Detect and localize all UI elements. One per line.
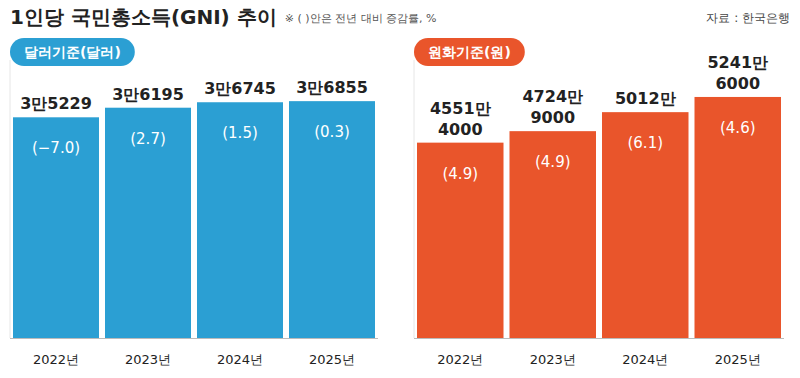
value-label: 3만6195 [112,85,184,104]
x-tick-label: 2022년 [437,352,483,367]
panel: 달러기준(달러) 3만5229 (−7.0) 2022년 3만6195 (2.7) 2023… [10,38,378,367]
x-tick-label: 2024년 [622,352,668,367]
change-label: (1.5) [222,124,258,142]
value-label: 5241만 6000 [707,53,768,93]
value-label: 3만6855 [296,78,368,97]
value-label-line: 3만5229 [20,94,92,113]
bar [695,97,782,338]
x-tick-label: 2025년 [715,352,761,367]
value-label-line: 3만6745 [204,79,276,98]
panel-title: 원화기준(원) [428,44,511,60]
change-label: (4.9) [535,153,571,171]
bars [417,97,781,338]
bar [197,102,283,338]
bars [13,101,375,338]
value-label-line: 4551만 [430,99,491,118]
x-tick-label: 2022년 [33,352,79,367]
value-label: 3만5229 [20,94,92,113]
x-tick-label: 2023년 [125,352,171,367]
value-label-line: 6000 [715,74,760,93]
change-label: (4.9) [442,165,478,183]
bar [602,112,689,338]
bar [510,131,597,338]
value-label: 4551만 4000 [430,99,491,139]
baseline [10,338,378,339]
axis-line [10,60,11,338]
value-label-line: 3만6855 [296,78,368,97]
change-label: (2.7) [130,130,166,148]
value-label: 4724만 9000 [522,87,583,127]
value-label-line: 4724만 [522,87,583,106]
panel-title-pill [10,38,135,66]
bar [289,101,375,338]
value-label-line: 4000 [438,120,483,139]
value-label-line: 9000 [530,108,575,127]
axis-line [414,60,415,338]
x-tick-label: 2025년 [309,352,355,367]
bar [105,108,191,338]
change-label: (4.6) [720,119,756,137]
change-label: (0.3) [314,123,350,141]
chart-root: 1인당 국민총소득(GNI) 추이 ※ ( )안은 전년 대비 증감률, % 자료 … [0,0,800,378]
bar [417,143,504,338]
value-label: 3만6745 [204,79,276,98]
bar [13,117,99,338]
panel-title: 달러기준(달러) [24,44,121,60]
baseline [414,338,784,339]
value-label-line: 3만6195 [112,85,184,104]
title: 1인당 국민총소득(GNI) 추이 [10,5,277,29]
panel: 원화기준(원) 4551만 4000 (4.9) 2022년 4724만 9000 (4.9)… [414,38,784,367]
value-label-line: 5012만 [615,89,676,108]
value-label: 5012만 [615,89,676,108]
change-label: (6.1) [627,134,663,152]
change-label: (−7.0) [32,139,80,157]
value-label-line: 5241만 [707,53,768,72]
x-tick-label: 2023년 [530,352,576,367]
note: ※ ( )안은 전년 대비 증감률, % [285,12,437,25]
x-tick-label: 2024년 [217,352,263,367]
panel-title-pill [414,38,525,66]
source: 자료 : 한국은행 [706,11,790,25]
